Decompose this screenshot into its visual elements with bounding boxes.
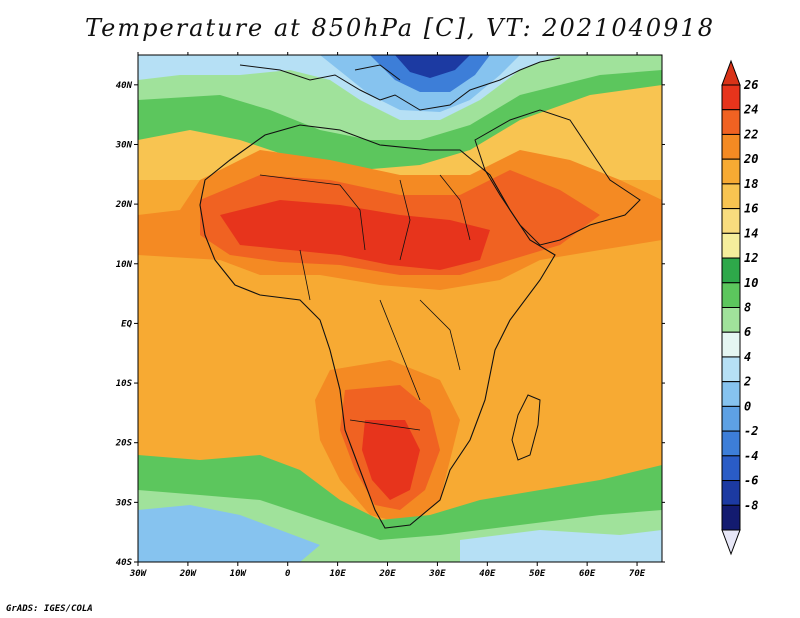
field-sahel-hot	[220, 200, 490, 270]
lon-tick-label: 10W	[230, 569, 248, 579]
colorbar-top-arrow	[721, 59, 741, 86]
colorbar-swatch	[721, 331, 741, 358]
colorbar-swatch	[721, 257, 741, 284]
colorbar-swatch	[721, 232, 741, 259]
field-band-south-lightblue	[460, 530, 662, 562]
colorbar-swatch	[721, 84, 741, 111]
lon-tick-label: 0	[285, 569, 291, 579]
colorbar-label: 8	[744, 301, 751, 315]
map-title: Temperature at 850hPa [C], VT: 202104091…	[85, 14, 715, 42]
colorbar-swatch	[721, 109, 741, 135]
lon-tick-label: 60E	[579, 569, 596, 579]
lon-tick-label: 30E	[428, 569, 446, 579]
lat-tick-label: 20S	[115, 439, 133, 449]
colorbar-label: 14	[744, 226, 758, 240]
colorbar-swatch	[721, 158, 741, 185]
temperature-field	[138, 55, 662, 562]
lon-tick-label: 20E	[378, 569, 396, 579]
colorbar-swatch	[721, 282, 741, 308]
country-borders	[259, 174, 471, 431]
colorbar-label: 24	[743, 103, 758, 117]
field-band-south-blue	[138, 505, 320, 562]
colorbar-swatch	[721, 504, 741, 531]
colorbar-swatch	[721, 381, 741, 407]
colorbar-label: 26	[743, 78, 758, 92]
lat-tick-label: EQ	[121, 319, 132, 329]
colorbar-label: 12	[744, 251, 758, 265]
lat-tick-label: 10S	[116, 379, 133, 389]
colorbar-swatch	[721, 307, 741, 333]
lon-tick-label: 20W	[179, 569, 198, 579]
madagascar-coastline	[511, 394, 541, 461]
map-axes: 30W 20W 10W 0 10E 20E 30E 40E 50E 60E 70E 40N 30N 20N…	[115, 52, 665, 579]
lat-tick-label: 30S	[115, 498, 133, 508]
lat-tick-label: 40N	[116, 81, 133, 91]
colorbar-label: 10	[744, 276, 758, 290]
colorbar-swatch	[721, 183, 741, 210]
lon-tick-label: 70E	[629, 569, 646, 579]
colorbar-swatch	[721, 430, 741, 457]
colorbar-swatch	[721, 208, 741, 234]
lat-tick-label: 30N	[115, 140, 133, 150]
colorbar-swatch	[721, 356, 741, 383]
lat-tick-label: 40S	[116, 558, 133, 568]
colorbar-label: 6	[744, 325, 751, 339]
colorbar-bottom-arrow	[721, 529, 741, 556]
colorbar-label: -6	[744, 474, 758, 488]
map-frame	[137, 54, 663, 563]
lon-tick-label: 50E	[529, 569, 546, 579]
colorbar-swatch	[721, 455, 741, 482]
colorbar-label: 0	[744, 399, 751, 413]
grads-credit: GrADS: IGES/COLA	[6, 604, 93, 614]
colorbar-swatch	[721, 133, 741, 160]
lon-tick-label: 40E	[479, 569, 496, 579]
europe-coastline	[239, 57, 561, 111]
colorbar-label: 16	[744, 202, 758, 216]
lon-tick-label: 10E	[329, 569, 346, 579]
lat-tick-label: 20N	[115, 200, 133, 210]
africa-coastline	[199, 124, 556, 529]
arabia-coastline	[474, 109, 641, 246]
field-kalahari-hot	[362, 420, 420, 500]
colorbar-label: 20	[743, 152, 758, 166]
colorbar-label: 18	[744, 177, 758, 191]
colorbar-label: 2	[743, 375, 751, 389]
colorbar-label: -2	[744, 424, 758, 438]
field-band-mediterranean-coldest	[395, 55, 470, 78]
colorbar-swatch	[721, 405, 741, 432]
lat-tick-label: 10N	[116, 260, 133, 270]
colorbar-label: -4	[744, 449, 758, 463]
lon-tick-label: 30W	[129, 569, 148, 579]
colorbar-label: 4	[744, 350, 751, 364]
colorbar-swatch	[721, 480, 741, 506]
colorbar-label: -8	[744, 498, 758, 512]
colorbar-label: 22	[743, 127, 758, 141]
